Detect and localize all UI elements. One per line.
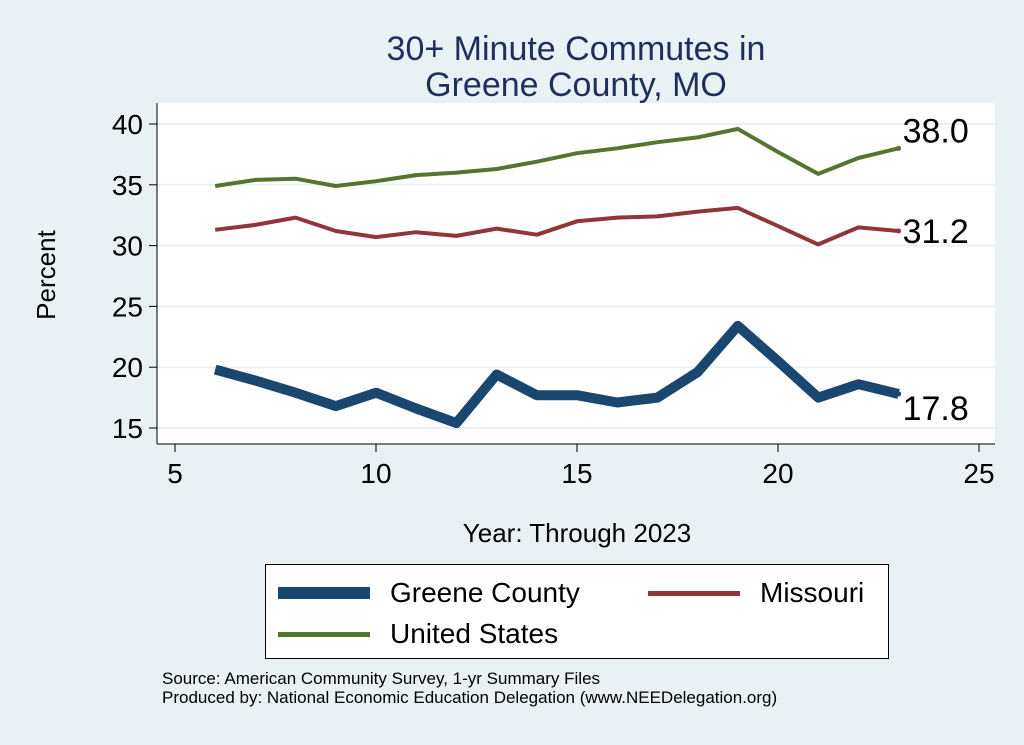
y-axis-label: Percent bbox=[31, 229, 61, 319]
series-line-greene-county bbox=[213, 320, 900, 429]
legend-swatch-missouri bbox=[648, 590, 740, 596]
series-line-united-states bbox=[214, 126, 900, 188]
y-tick-label-40: 40 bbox=[112, 109, 143, 140]
end-label-greene-county: 17.8 bbox=[903, 390, 969, 428]
y-tick-label-20: 20 bbox=[112, 352, 143, 383]
legend-item-united-states: United States bbox=[278, 618, 558, 650]
legend-label-missouri: Missouri bbox=[760, 577, 865, 608]
y-tick-label-35: 35 bbox=[112, 170, 143, 201]
end-marker-united-states bbox=[896, 145, 902, 151]
x-tick-label-25: 25 bbox=[963, 458, 994, 489]
x-axis-label: Year: Through 2023 bbox=[463, 518, 691, 548]
gridlines bbox=[157, 123, 995, 429]
end-label-united-states: 38.0 bbox=[903, 112, 969, 150]
x-tick-label-20: 20 bbox=[762, 458, 793, 489]
end-marker-greene-county bbox=[896, 391, 902, 397]
y-tick-label-30: 30 bbox=[112, 231, 143, 262]
legend-label-greene-county: Greene County bbox=[390, 577, 580, 608]
legend-item-missouri: Missouri bbox=[648, 577, 864, 609]
series-layer bbox=[213, 126, 902, 429]
x-tick-label-15: 15 bbox=[561, 458, 592, 489]
end-marker-missouri bbox=[896, 228, 902, 234]
chart-title-line-2: Greene County, MO bbox=[425, 66, 727, 104]
end-label-missouri: 31.2 bbox=[903, 213, 969, 251]
legend-swatch-united-states bbox=[278, 631, 370, 637]
legend-label-united-states: United States bbox=[390, 618, 559, 649]
x-tick-label-5: 5 bbox=[167, 458, 183, 489]
y-tick-label-15: 15 bbox=[112, 413, 143, 444]
producer-note: Produced by: National Economic Education… bbox=[162, 688, 778, 707]
labels-layer: 17.8 31.2 38.0 bbox=[903, 112, 969, 428]
axes: 15 20 25 30 35 40 5 10 15 20 25 bbox=[112, 103, 995, 489]
x-tick-label-10: 10 bbox=[360, 458, 391, 489]
source-note: Source: American Community Survey, 1-yr … bbox=[162, 669, 601, 688]
legend-item-greene-county: Greene County bbox=[278, 577, 580, 609]
legend-swatch-greene-county bbox=[278, 587, 370, 599]
footer-notes: Source: American Community Survey, 1-yr … bbox=[162, 669, 777, 707]
y-tick-label-25: 25 bbox=[112, 291, 143, 322]
legend: Greene County Missouri United States bbox=[265, 564, 889, 659]
chart-title-line-1: 30+ Minute Commutes in bbox=[386, 30, 766, 68]
series-line-missouri bbox=[214, 205, 899, 247]
